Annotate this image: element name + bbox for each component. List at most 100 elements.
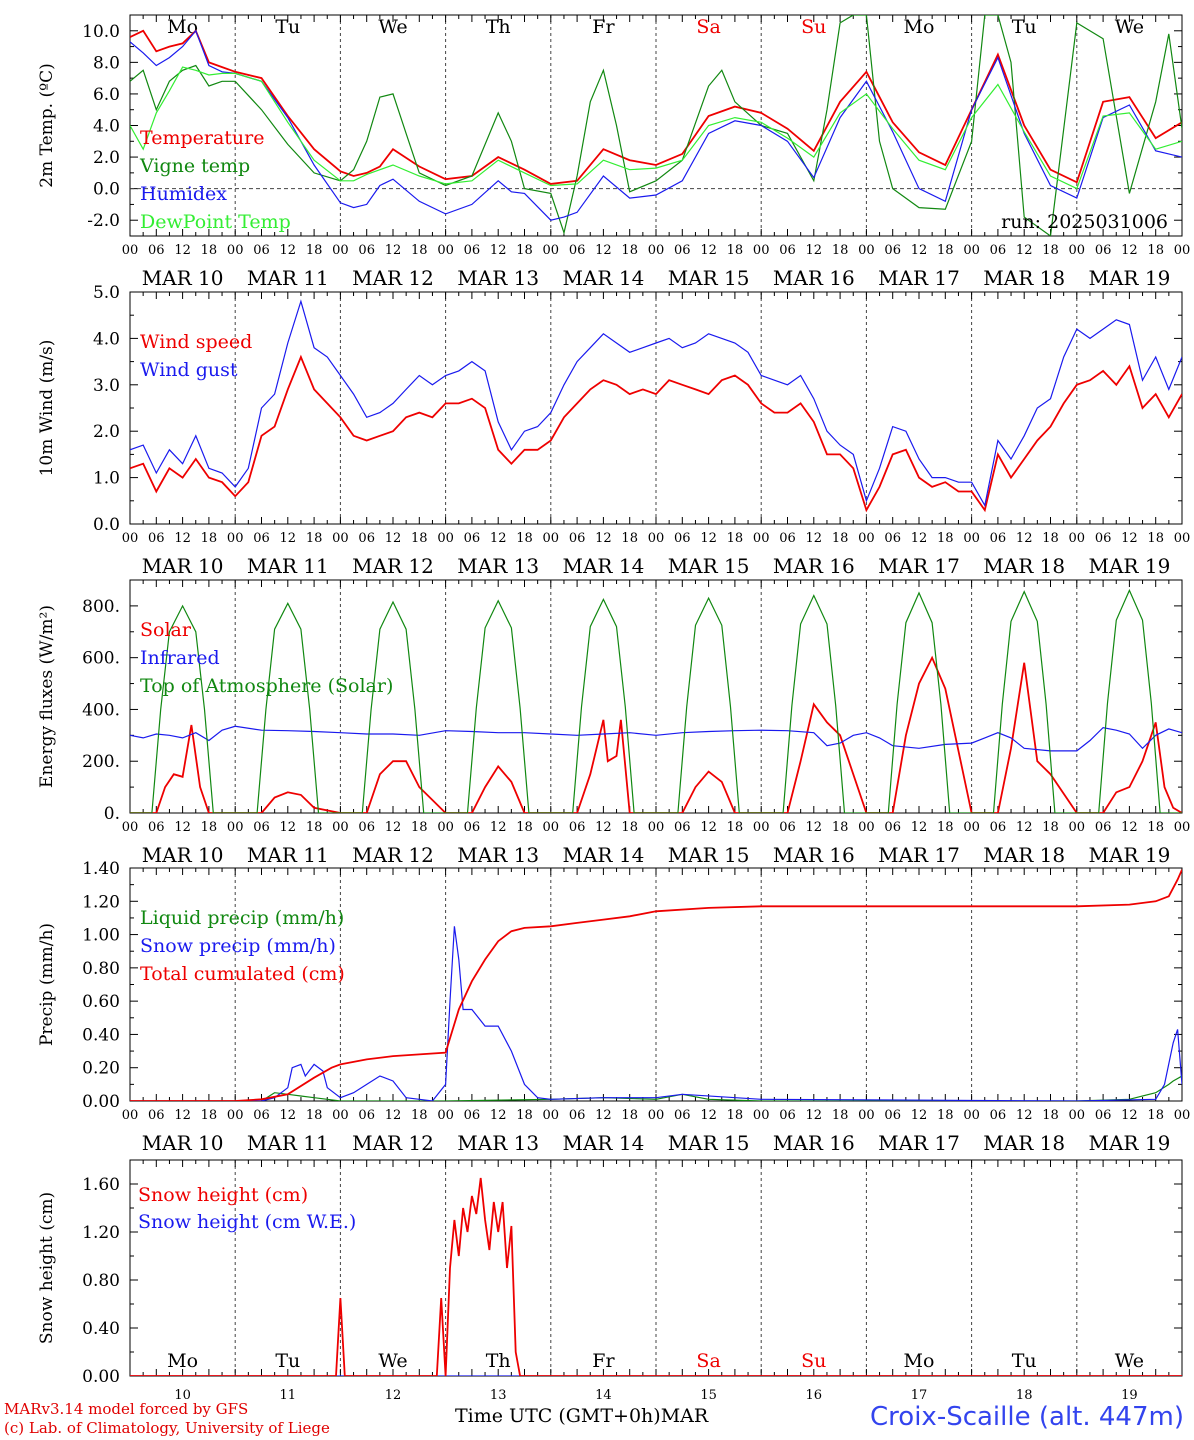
date-label: MAR 15 xyxy=(668,554,750,578)
hour-tick-label: 00 xyxy=(858,531,875,546)
date-label: MAR 12 xyxy=(352,843,434,867)
hour-tick-label: 12 xyxy=(174,531,191,546)
date-label: MAR 15 xyxy=(668,266,750,290)
hour-tick-label: 00 xyxy=(437,820,454,835)
hour-tick-label: 12 xyxy=(174,243,191,258)
legend-entry: Snow height (cm) xyxy=(138,1184,308,1206)
hour-tick-label: 18 xyxy=(1147,243,1164,258)
hour-tick-label: 00 xyxy=(648,531,665,546)
date-label: MAR 13 xyxy=(457,1131,539,1155)
series-line-solar xyxy=(130,655,1182,813)
hour-tick-label: 00 xyxy=(963,531,980,546)
date-label: MAR 16 xyxy=(773,266,855,290)
date-label: MAR 10 xyxy=(142,554,224,578)
hour-tick-label: 18 xyxy=(832,820,849,835)
hour-tick-label: 18 xyxy=(621,243,638,258)
day-number-label: 12 xyxy=(385,1388,402,1403)
hour-tick-label: 06 xyxy=(779,243,796,258)
date-label: MAR 19 xyxy=(1089,554,1171,578)
hour-tick-label: 00 xyxy=(332,1108,349,1123)
y-tick-label: 1.20 xyxy=(82,892,120,912)
hour-tick-label: 06 xyxy=(674,243,691,258)
panel-2: 0.0 1.0 2.0 3.0 4.0 5.0 10m Wind (m/s) 00 06 12 18… xyxy=(37,283,1190,578)
date-label: MAR 19 xyxy=(1089,266,1171,290)
date-label: MAR 10 xyxy=(142,1131,224,1155)
date-label: MAR 17 xyxy=(878,1131,960,1155)
hour-tick-label: 12 xyxy=(174,1108,191,1123)
date-label: MAR 11 xyxy=(247,266,329,290)
hour-tick-label: 06 xyxy=(464,531,481,546)
date-label: MAR 12 xyxy=(352,554,434,578)
hour-tick-label: 06 xyxy=(464,243,481,258)
hour-tick-label: 12 xyxy=(280,820,297,835)
hour-tick-label: 06 xyxy=(990,820,1007,835)
legend-entry: Wind gust xyxy=(140,359,238,381)
hour-tick-label: 12 xyxy=(1016,243,1033,258)
hour-tick-label: 18 xyxy=(411,1108,428,1123)
y-tick-label: 0.00 xyxy=(82,1367,120,1387)
day-number-label: 18 xyxy=(1016,1388,1033,1403)
hour-tick-label: 00 xyxy=(437,531,454,546)
hour-tick-label: 18 xyxy=(516,820,533,835)
y-tick-label: 1.20 xyxy=(82,1223,120,1243)
legend-entry: Infrared xyxy=(140,647,220,669)
hour-tick-label: 06 xyxy=(253,1108,270,1123)
hour-tick-label: 00 xyxy=(122,531,139,546)
series-line-vigne-temp xyxy=(130,15,1182,236)
y-tick-label: 800. xyxy=(82,597,120,617)
hour-tick-label: 06 xyxy=(569,1108,586,1123)
y-tick-label: 8.0 xyxy=(93,53,120,73)
date-label: MAR 14 xyxy=(563,843,645,867)
y-tick-label: 2.0 xyxy=(93,422,120,442)
hour-tick-label: 18 xyxy=(621,531,638,546)
hour-tick-label: 18 xyxy=(306,531,323,546)
series-line-snow-precip-mm-h xyxy=(130,926,1182,1101)
site-title: Croix-Scaille (alt. 447m) xyxy=(870,1402,1184,1432)
legend-entry: Liquid precip (mm/h) xyxy=(140,907,344,929)
date-label: MAR 19 xyxy=(1089,843,1171,867)
series-line-dewpoint-temp xyxy=(130,66,1182,190)
hour-tick-label: 12 xyxy=(911,1108,928,1123)
y-tick-label: -2.0 xyxy=(87,211,120,231)
date-label: MAR 11 xyxy=(247,554,329,578)
hour-tick-label: 00 xyxy=(122,820,139,835)
day-number-label: 11 xyxy=(280,1388,297,1403)
hour-tick-label: 18 xyxy=(411,820,428,835)
hour-tick-label: 12 xyxy=(595,243,612,258)
hour-tick-label: 12 xyxy=(1121,243,1138,258)
hour-tick-label: 00 xyxy=(1174,531,1191,546)
hour-tick-label: 18 xyxy=(832,531,849,546)
hour-tick-label: 06 xyxy=(358,820,375,835)
hour-tick-label: 00 xyxy=(963,243,980,258)
weekday-label: Mo xyxy=(904,1350,935,1372)
panel-1: -2.0 0.0 2.0 4.0 6.0 8.0 10.0 2m Temp. (ºC) 00 06… xyxy=(37,14,1190,290)
y-tick-label: 5.0 xyxy=(93,283,120,303)
hour-tick-label: 12 xyxy=(700,1108,717,1123)
y-tick-label: 0.00 xyxy=(82,1092,120,1112)
date-label: MAR 12 xyxy=(352,1131,434,1155)
hour-tick-label: 18 xyxy=(1147,531,1164,546)
hour-tick-label: 00 xyxy=(122,1108,139,1123)
hour-tick-label: 06 xyxy=(674,1108,691,1123)
hour-tick-label: 06 xyxy=(358,243,375,258)
weekday-label: Th xyxy=(486,16,511,38)
hour-tick-label: 18 xyxy=(727,820,744,835)
hour-tick-label: 06 xyxy=(253,531,270,546)
y-tick-label: 0.80 xyxy=(82,1271,120,1291)
y-tick-label: 0.0 xyxy=(93,180,120,200)
hour-tick-label: 18 xyxy=(621,820,638,835)
hour-tick-label: 00 xyxy=(543,243,560,258)
date-label: MAR 15 xyxy=(668,1131,750,1155)
hour-tick-label: 12 xyxy=(174,820,191,835)
panel-5: 0.00 0.40 0.80 1.20 1.60 Snow height (cm) Mo Tu… xyxy=(37,1159,1183,1403)
day-number-label: 13 xyxy=(490,1388,507,1403)
series-line-total-cumulated-cm xyxy=(130,869,1182,1101)
date-label: MAR 17 xyxy=(878,554,960,578)
hour-tick-label: 12 xyxy=(911,531,928,546)
y-tick-label: 200. xyxy=(82,752,120,772)
hour-tick-label: 18 xyxy=(937,531,954,546)
hour-tick-label: 12 xyxy=(911,243,928,258)
hour-tick-label: 12 xyxy=(595,1108,612,1123)
weekday-label: Mo xyxy=(167,16,198,38)
date-label: MAR 11 xyxy=(247,1131,329,1155)
